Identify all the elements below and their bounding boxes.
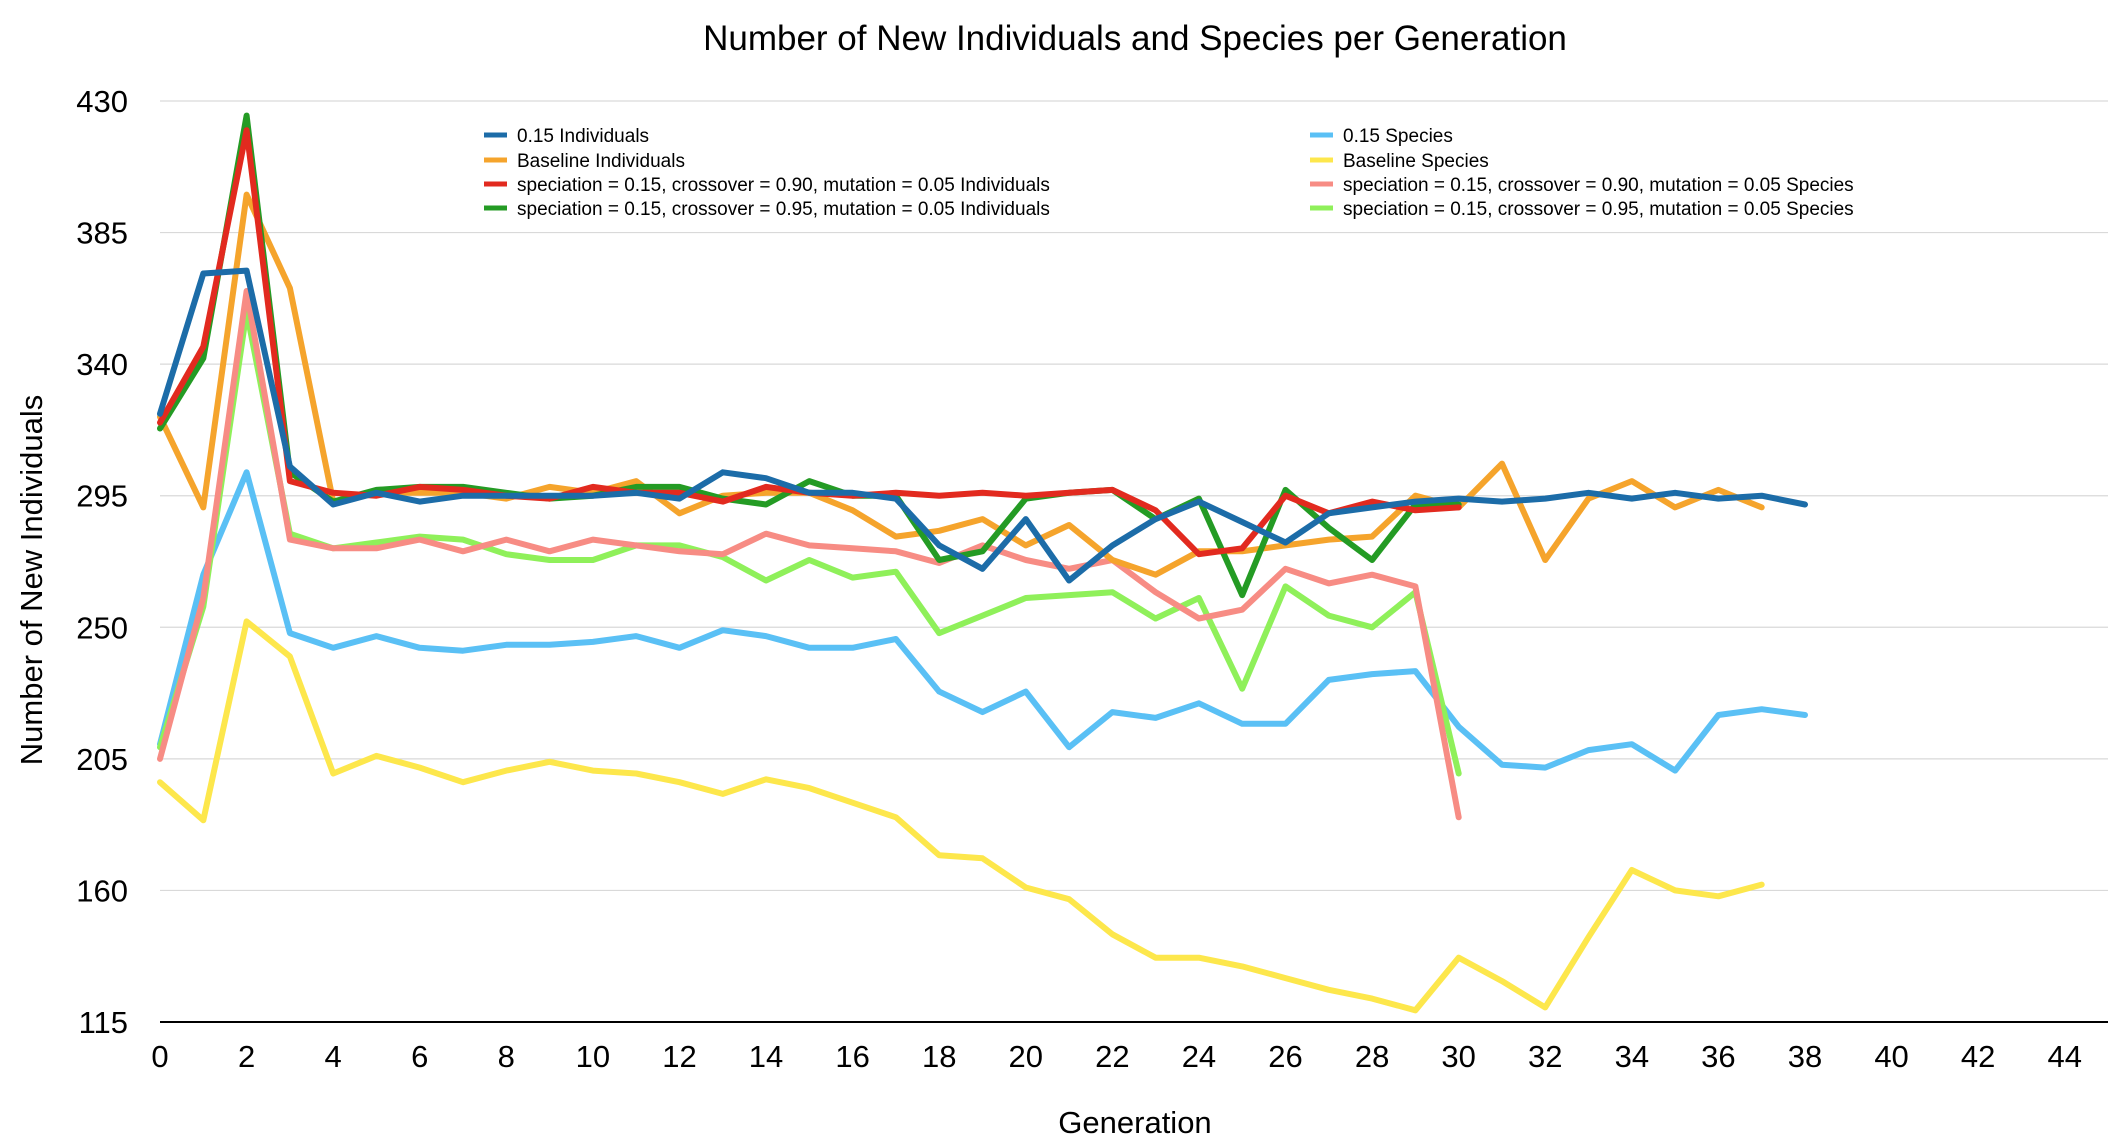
- x-tick-label-2: 2: [238, 1039, 255, 1074]
- series-line-2: [157, 308, 1462, 777]
- x-axis-label: Generation: [1058, 1105, 1211, 1140]
- x-tick-label-30: 30: [1441, 1039, 1475, 1074]
- x-tick-label-8: 8: [498, 1039, 515, 1074]
- x-tick-label-24: 24: [1182, 1039, 1216, 1074]
- y-tick-label-385: 385: [76, 216, 128, 251]
- x-tick-label-42: 42: [1961, 1039, 1995, 1074]
- legend-label-6: speciation = 0.15, crossover = 0.90, mut…: [1343, 175, 1854, 196]
- x-tick-label-36: 36: [1701, 1039, 1735, 1074]
- y-tick-label-205: 205: [76, 742, 128, 777]
- x-tick-label-0: 0: [151, 1039, 168, 1074]
- x-tick-label-34: 34: [1615, 1039, 1649, 1074]
- legend-label-4: 0.15 Species: [1343, 126, 1453, 147]
- legend: 0.15 Individuals Baseline Individuals spec…: [484, 126, 1854, 220]
- y-tick-label-250: 250: [76, 610, 128, 645]
- y-tick-label-295: 295: [76, 479, 128, 514]
- x-tick-label-38: 38: [1788, 1039, 1822, 1074]
- x-tick-label-28: 28: [1355, 1039, 1389, 1074]
- x-tick-label-16: 16: [835, 1039, 869, 1074]
- y-tick-label-340: 340: [76, 347, 128, 382]
- x-tick-label-22: 22: [1095, 1039, 1129, 1074]
- x-tick-label-32: 32: [1528, 1039, 1562, 1074]
- x-tick-label-18: 18: [922, 1039, 956, 1074]
- series-line-3: [157, 288, 1462, 821]
- x-tick-label-10: 10: [576, 1039, 610, 1074]
- y-tick-label-160: 160: [76, 873, 128, 908]
- legend-label-7: speciation = 0.15, crossover = 0.95, mut…: [1343, 199, 1854, 220]
- y-tick-label-115: 115: [79, 1005, 128, 1040]
- series-line-7: [157, 267, 1808, 584]
- y-tick-label-430: 430: [76, 84, 128, 119]
- legend-label-3: speciation = 0.15, crossover = 0.95, mut…: [517, 199, 1050, 220]
- legend-label-1: Baseline Individuals: [517, 151, 685, 172]
- series-line-0: [157, 618, 1765, 1014]
- series-layer: [157, 112, 1808, 1014]
- x-tick-label-4: 4: [325, 1039, 342, 1074]
- series-line-4: [157, 191, 1765, 578]
- y-axis-ticks: 115 160 205 250 295 340 385 430: [76, 84, 128, 1040]
- x-tick-label-26: 26: [1268, 1039, 1302, 1074]
- series-line-1: [157, 469, 1808, 774]
- chart-title: Number of New Individuals and Species pe…: [703, 19, 1567, 58]
- x-tick-label-44: 44: [2047, 1039, 2081, 1074]
- x-tick-label-12: 12: [662, 1039, 696, 1074]
- legend-label-2: speciation = 0.15, crossover = 0.90, mut…: [517, 175, 1050, 196]
- x-tick-label-40: 40: [1874, 1039, 1908, 1074]
- y-axis-label: Number of New Individuals: [14, 395, 49, 765]
- x-tick-label-20: 20: [1009, 1039, 1043, 1074]
- x-tick-label-6: 6: [411, 1039, 428, 1074]
- x-axis-ticks: 0 2 4 6 8 10 12 14 16 18 20 22 24 26 28 30 32 34 36 38 40 42 4…: [151, 1039, 2082, 1074]
- x-tick-label-14: 14: [749, 1039, 783, 1074]
- legend-label-5: Baseline Species: [1343, 151, 1489, 172]
- legend-label-0: 0.15 Individuals: [517, 126, 649, 147]
